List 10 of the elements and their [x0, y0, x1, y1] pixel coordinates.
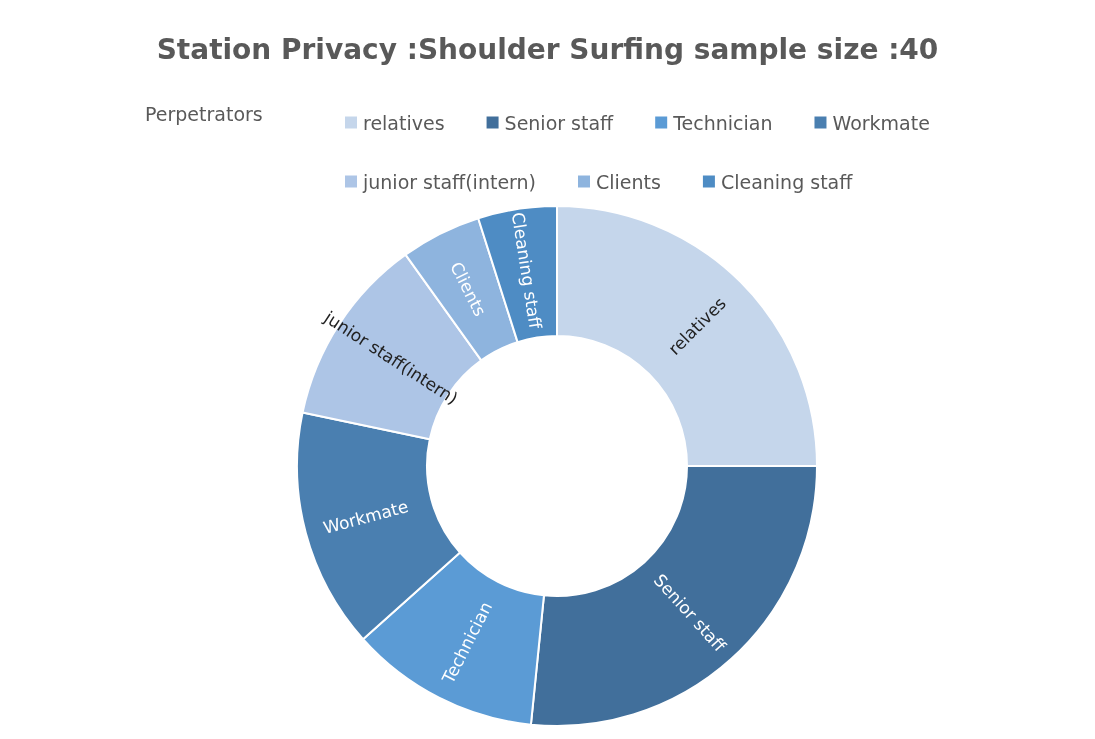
slice-label: Cleaning staff	[507, 210, 546, 332]
legend-label: relatives	[363, 111, 445, 134]
legend-label: Technician	[672, 111, 773, 134]
legend-label: Senior staff	[504, 111, 615, 134]
legend-label: Clients	[596, 170, 661, 193]
legend-title: Perpetrators	[145, 102, 263, 125]
legend-label: Workmate	[832, 111, 930, 134]
legend-label: junior staff(intern)	[362, 170, 537, 193]
legend-label: Cleaning staff	[720, 170, 854, 193]
chart-title: Station Privacy :Shoulder Surfing sample size :40	[156, 32, 939, 66]
